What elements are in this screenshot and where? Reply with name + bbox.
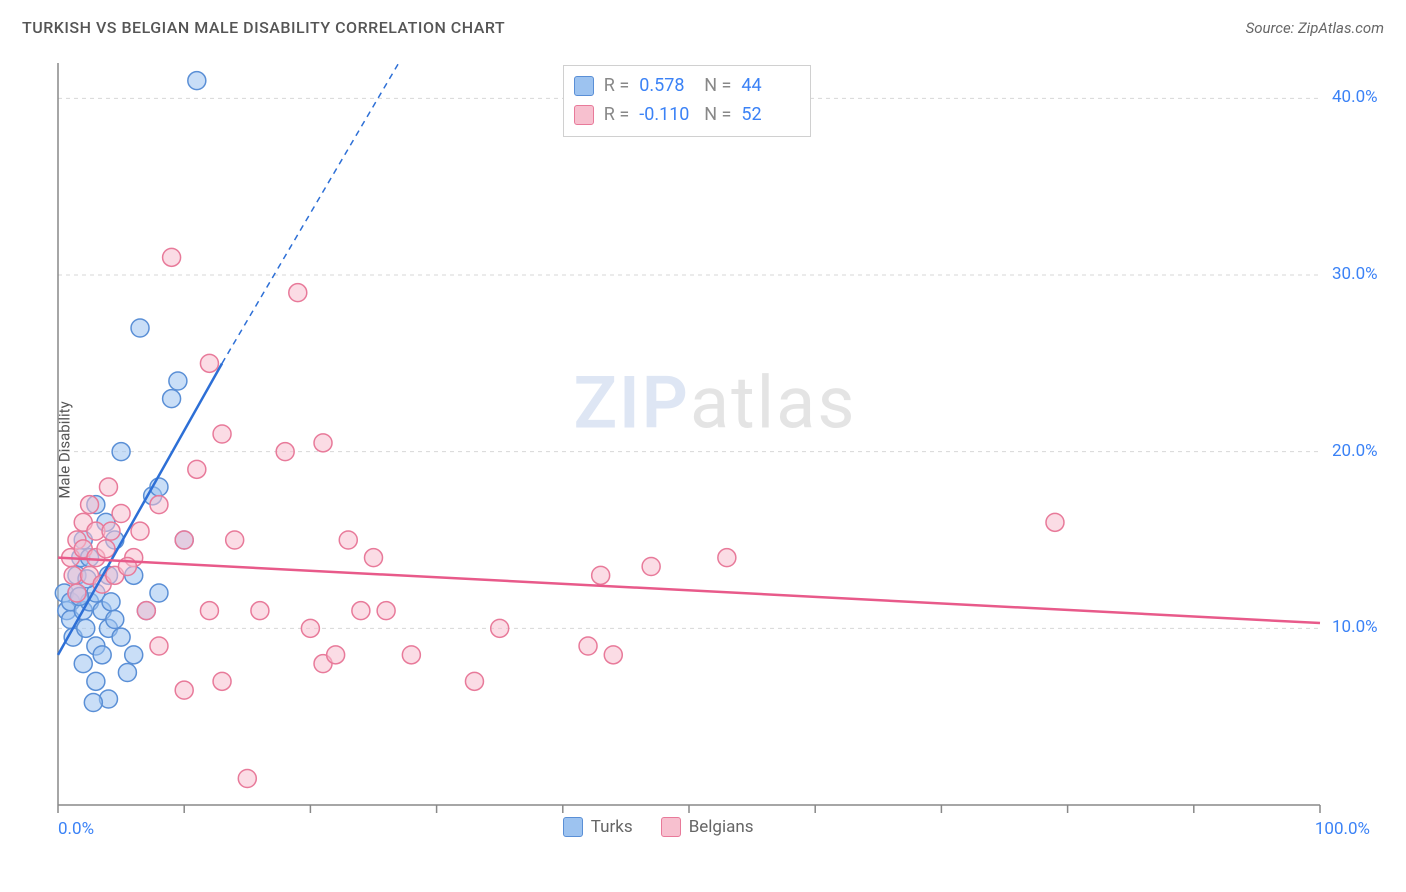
r-label: R = bbox=[604, 101, 629, 130]
r-value: -0.110 bbox=[639, 101, 694, 130]
series-name: Turks bbox=[591, 817, 633, 837]
plot-area: Male Disability ZIPatlas 10.0%20.0%30.0%… bbox=[50, 55, 1380, 845]
legend-swatch bbox=[563, 817, 583, 837]
legend-swatch bbox=[574, 76, 594, 96]
series-legend-item: Turks bbox=[563, 817, 633, 837]
axis-tick-label: 0.0% bbox=[58, 819, 94, 839]
n-label: N = bbox=[704, 72, 731, 101]
n-value: 44 bbox=[741, 72, 796, 101]
n-value: 52 bbox=[741, 101, 796, 130]
n-label: N = bbox=[704, 101, 731, 130]
axis-tick-label: 20.0% bbox=[1332, 441, 1378, 461]
axis-tick-label: 10.0% bbox=[1332, 617, 1378, 637]
legend-row: R = 0.578 N = 44 bbox=[574, 72, 797, 101]
axis-tick-label: 40.0% bbox=[1332, 87, 1378, 107]
legend-row: R = -0.110 N = 52 bbox=[574, 101, 797, 130]
chart-title: TURKISH VS BELGIAN MALE DISABILITY CORRE… bbox=[22, 18, 505, 37]
legend-swatch bbox=[574, 105, 594, 125]
scatter-plot-svg bbox=[50, 55, 1380, 845]
r-label: R = bbox=[604, 72, 629, 101]
series-legend: Turks Belgians bbox=[563, 817, 754, 837]
series-legend-item: Belgians bbox=[661, 817, 754, 837]
series-name: Belgians bbox=[689, 817, 754, 837]
correlation-legend: R = 0.578 N = 44 R = -0.110 N = 52 bbox=[563, 65, 812, 137]
legend-swatch bbox=[661, 817, 681, 837]
axis-tick-label: 30.0% bbox=[1332, 264, 1378, 284]
axis-tick-label: 100.0% bbox=[1315, 819, 1370, 839]
r-value: 0.578 bbox=[639, 72, 694, 101]
source-label: Source: ZipAtlas.com bbox=[1246, 19, 1384, 37]
